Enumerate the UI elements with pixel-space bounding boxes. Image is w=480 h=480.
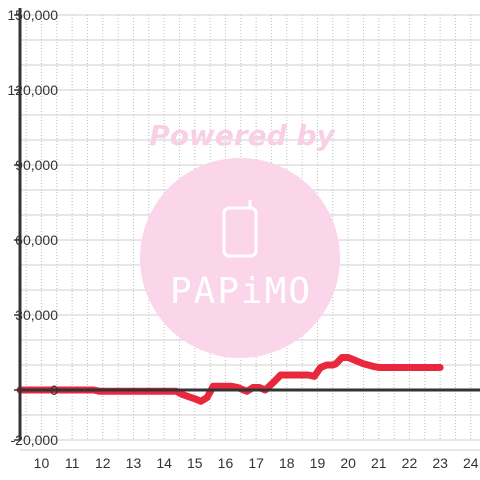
x-tick-label: 22	[402, 455, 418, 471]
x-tick-label: 20	[340, 455, 356, 471]
chart-axes	[18, 8, 480, 451]
x-tick-label: 17	[248, 455, 264, 471]
x-tick-label: 19	[310, 455, 326, 471]
y-tick-label: 120,000	[7, 82, 58, 98]
series-line	[16, 354, 444, 405]
x-tick-label: 11	[65, 455, 80, 471]
x-tick-label: 18	[279, 455, 295, 471]
series-layer	[16, 354, 444, 405]
x-tick-label: 16	[218, 455, 234, 471]
x-tick-label: 10	[34, 455, 50, 471]
y-tick-label: 0	[50, 382, 58, 398]
y-tick-label: 90,000	[15, 157, 58, 173]
x-tick-label: 13	[126, 455, 142, 471]
x-tick-label: 14	[156, 455, 172, 471]
x-tick-label: 12	[95, 455, 111, 471]
y-tick-label: 150,000	[7, 7, 58, 23]
x-tick-label: 15	[187, 455, 203, 471]
y-tick-label: 60,000	[15, 232, 58, 248]
x-tick-label: 24	[463, 455, 479, 471]
watermark-powered-by-text: Powered by	[149, 119, 336, 152]
x-tick-label: 21	[371, 455, 387, 471]
powered-by-watermark: Powered by PAPiMO	[140, 119, 340, 358]
phone-icon	[222, 200, 258, 258]
watermark-brand-text: PAPiMO	[170, 271, 312, 312]
watermark-circle	[140, 158, 340, 358]
x-tick-label: 23	[432, 455, 448, 471]
y-tick-label: -20,000	[11, 432, 59, 448]
y-tick-label: 30,000	[15, 307, 58, 323]
tick-labels: 150,000 120,000 90,000 60,000 30,000 0 -20,000…	[7, 7, 478, 471]
